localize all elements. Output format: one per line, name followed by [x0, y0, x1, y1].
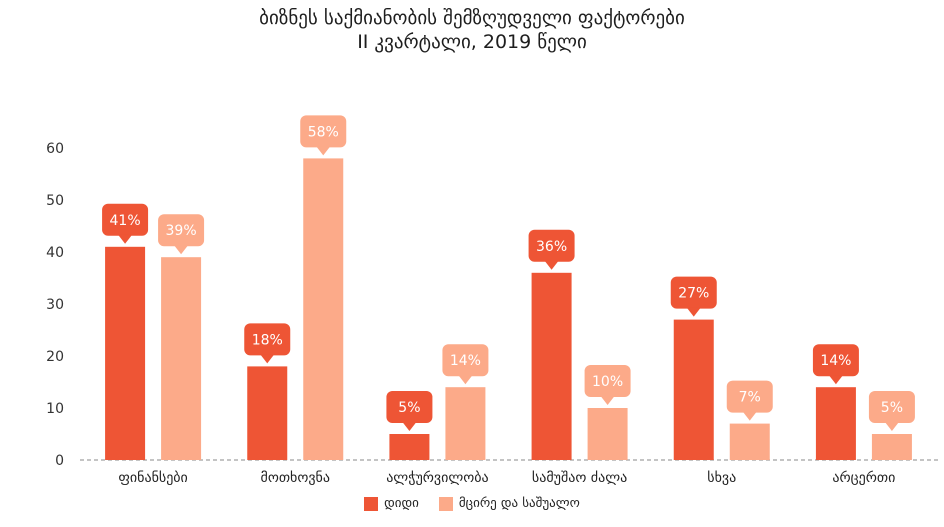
data-label-bubble	[812, 344, 859, 377]
x-tick-label: არცერთი	[832, 469, 895, 486]
data-label-bubble	[300, 115, 347, 148]
legend-label-large: დიდი	[384, 496, 419, 511]
bar-large	[105, 246, 146, 460]
legend-label-small-medium: მცირე და საშუალო	[458, 496, 580, 511]
data-label: 39%	[166, 223, 197, 239]
data-label: 7%	[739, 390, 761, 406]
data-label-bubble	[670, 276, 717, 309]
bar-small-medium	[445, 387, 486, 460]
legend-item-small-medium[interactable]: მცირე და საშუალო	[438, 496, 580, 511]
data-label: 14%	[450, 353, 481, 369]
data-label-pointer	[458, 375, 473, 385]
legend-swatch-large	[364, 496, 379, 511]
bar-large	[389, 434, 430, 460]
x-tick-label: ალჭურვილობა	[386, 469, 488, 486]
data-label-pointer	[316, 146, 331, 156]
chart-title-block: ბიზნეს საქმიანობის შემზღუდველი ფაქტორები…	[0, 6, 944, 54]
data-label-bubble	[158, 214, 205, 247]
y-tick-label: 40	[46, 245, 64, 261]
chart-title: ბიზნეს საქმიანობის შემზღუდველი ფაქტორები	[259, 7, 685, 29]
data-label-pointer	[884, 422, 899, 431]
data-label-pointer	[118, 234, 133, 244]
data-label: 41%	[110, 213, 141, 229]
data-label: 27%	[678, 286, 709, 302]
bar-small-medium	[161, 257, 202, 460]
data-label-bubble	[528, 229, 575, 262]
data-label-pointer	[686, 307, 701, 317]
data-label: 14%	[820, 353, 851, 369]
bar-large	[815, 387, 856, 460]
data-label-bubble	[102, 203, 149, 236]
y-tick-label: 0	[55, 453, 64, 469]
y-tick-label: 20	[46, 349, 64, 365]
x-tick-label: ფინანსები	[118, 470, 187, 486]
legend-swatch-small-medium	[438, 496, 453, 511]
bar-small-medium	[729, 423, 770, 460]
y-tick-label: 50	[46, 193, 64, 209]
x-tick-label: სამუშაო ძალა	[532, 470, 627, 486]
data-label-pointer	[544, 260, 559, 270]
data-label-bubble	[726, 380, 773, 413]
data-label: 18%	[252, 332, 283, 348]
data-label-pointer	[742, 411, 757, 421]
legend: დიდი მცირე და საშუალო	[0, 496, 944, 511]
x-tick-label: მოთხოვნა	[261, 470, 330, 486]
data-label-bubble	[244, 323, 291, 356]
y-tick-label: 30	[46, 297, 64, 313]
data-label-pointer	[828, 375, 843, 385]
data-label-pointer	[174, 245, 189, 255]
bar-small-medium	[587, 408, 628, 460]
data-label: 5%	[881, 400, 903, 416]
data-label-bubble	[584, 365, 631, 397]
legend-item-large[interactable]: დიდი	[364, 496, 419, 511]
data-label-bubble	[386, 391, 433, 423]
data-label: 36%	[536, 239, 567, 255]
data-label-bubble	[868, 391, 915, 423]
data-label-bubble	[442, 344, 489, 377]
data-label: 58%	[308, 124, 339, 140]
bar-large	[247, 366, 288, 460]
chart-subtitle: II კვარტალი, 2019 წელი	[357, 31, 587, 53]
data-label: 5%	[398, 400, 420, 416]
bar-small-medium	[871, 434, 912, 460]
bar-large	[531, 272, 572, 460]
data-label-pointer	[260, 354, 275, 364]
y-tick-label: 10	[46, 401, 64, 417]
x-tick-label: სხვა	[707, 470, 736, 486]
data-label-pointer	[402, 422, 417, 431]
data-label: 10%	[592, 374, 623, 390]
bar-small-medium	[303, 158, 344, 460]
bar-large	[673, 319, 714, 460]
y-tick-label: 60	[46, 141, 64, 157]
data-label-pointer	[600, 396, 615, 405]
